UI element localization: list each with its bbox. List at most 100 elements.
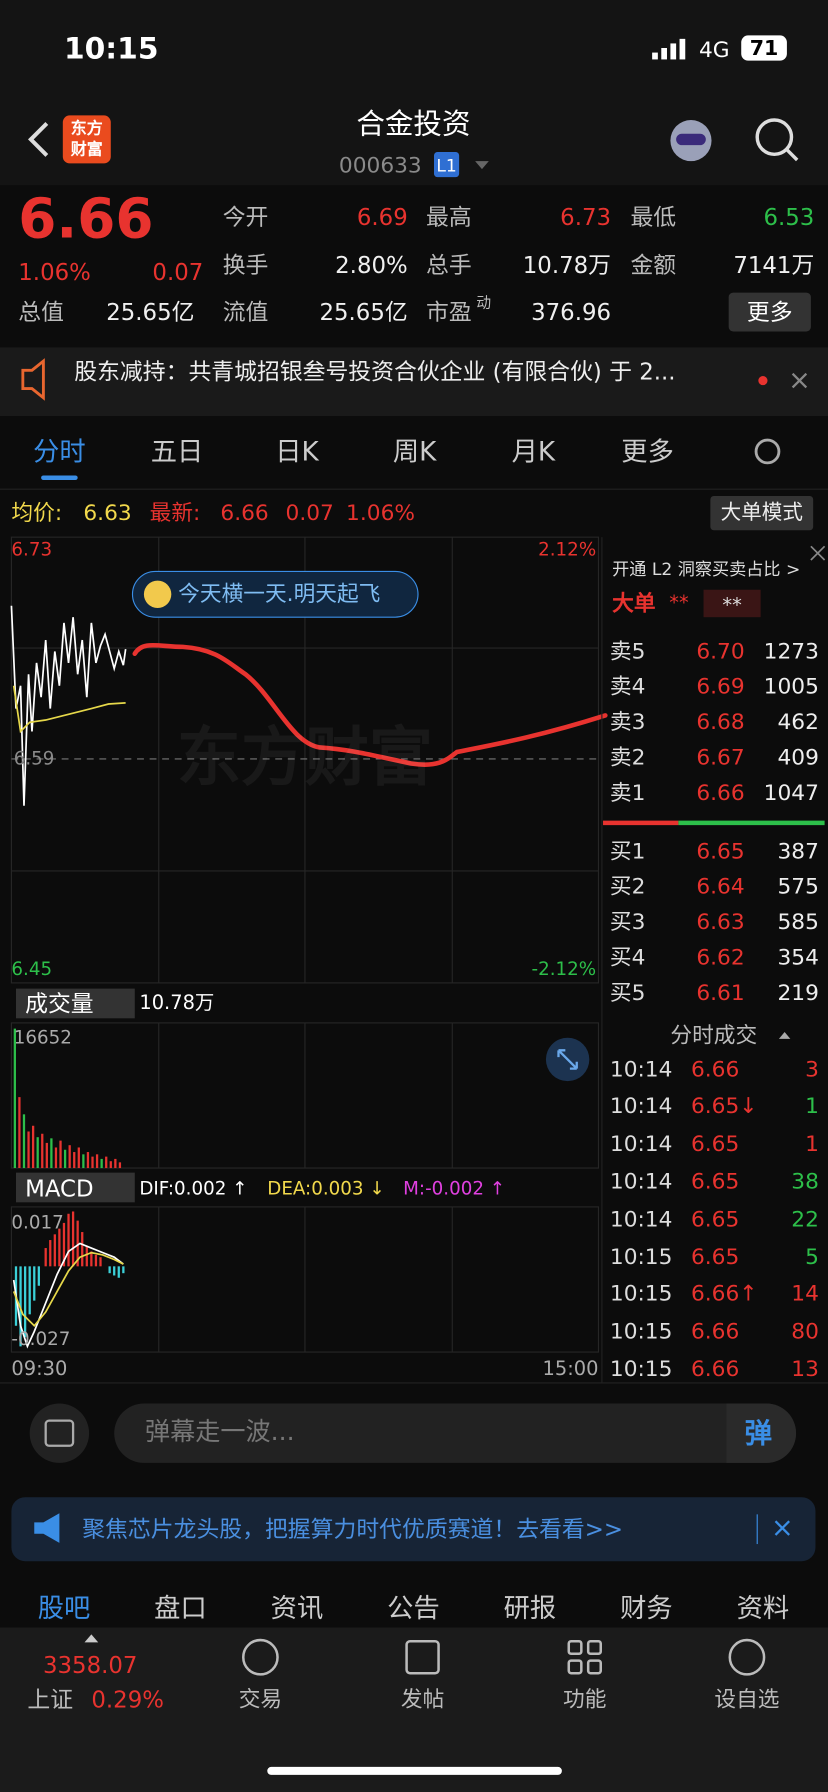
trade-price: 6.66 — [690, 1319, 740, 1345]
book-volume: 1273 — [763, 638, 819, 664]
dea-line-sketch — [12, 1251, 124, 1328]
bottom-tab[interactable]: 资讯 — [270, 1593, 324, 1624]
macd-label[interactable]: MACD — [25, 1174, 94, 1203]
change-pct: 1.06% — [18, 258, 91, 286]
trade-time: 10:14 — [609, 1206, 673, 1232]
volume-selector[interactable] — [15, 988, 135, 1019]
stat-label: 流值 — [222, 298, 269, 326]
bottom-tab[interactable]: 财务 — [620, 1593, 673, 1624]
footer-icons — [242, 1638, 766, 1676]
banner-bg[interactable] — [11, 1497, 816, 1562]
stat-value: 7141万 — [733, 251, 815, 279]
trade-time: 10:14 — [609, 1056, 673, 1082]
footer-item[interactable]: 发帖 — [400, 1686, 445, 1712]
back-icon — [28, 122, 49, 157]
book-level: 卖5 — [609, 638, 646, 664]
book-level: 买3 — [609, 909, 646, 935]
period-tab[interactable]: 分时 — [33, 437, 86, 467]
period-tab[interactable]: 周K — [392, 437, 437, 467]
stat-value: 25.65亿 — [319, 298, 408, 326]
trade-price: 6.65 — [690, 1206, 740, 1232]
comment-icon-bg[interactable] — [29, 1403, 90, 1463]
trade-volume: 14 — [791, 1281, 819, 1307]
last-label: 最新: — [149, 500, 201, 526]
trade-price: 6.65↓ — [690, 1094, 758, 1120]
signal-icon — [652, 38, 686, 60]
banner-text[interactable]: 聚焦芯片龙头股，把握算力时代优质赛道！去看看>> — [82, 1515, 624, 1543]
book-volume: 354 — [777, 944, 819, 970]
comment-input[interactable] — [114, 1403, 797, 1463]
trade-time: 10:15 — [609, 1319, 673, 1345]
stat-label: 最低 — [630, 203, 677, 231]
period-tab[interactable]: 日K — [275, 437, 319, 467]
stat-value: 6.73 — [560, 203, 612, 231]
l2-promo[interactable]: 开通 L2 洞察买卖占比 > — [612, 558, 801, 579]
banner-close[interactable] — [774, 1520, 790, 1536]
send-button[interactable] — [726, 1403, 797, 1463]
macd-m: M:-0.002 ↑ — [403, 1177, 506, 1199]
logo-text: 财富 — [70, 140, 103, 159]
trade-price: 6.66↑ — [690, 1281, 758, 1307]
stat-label: 今开 — [222, 203, 269, 231]
send-label[interactable]: 弹 — [744, 1417, 773, 1450]
bottom-tab[interactable]: 资料 — [736, 1593, 790, 1624]
settings-icon[interactable] — [754, 438, 781, 465]
y-low: 6.45 — [11, 957, 53, 980]
stat-value: 6.53 — [763, 203, 815, 231]
price: 6.66 — [18, 187, 154, 252]
battery-icon — [741, 35, 787, 61]
footer-item[interactable]: 功能 — [563, 1686, 607, 1712]
book-level: 卖1 — [609, 780, 646, 806]
bubble-text: 今天横一天.明天起飞 — [178, 581, 381, 607]
stat-value: 2.80% — [335, 251, 408, 279]
bottom-tab[interactable]: 盘口 — [154, 1593, 207, 1624]
macd-dif: DIF:0.002 ↑ — [139, 1177, 248, 1199]
book-level: 买4 — [609, 944, 646, 970]
volume-label[interactable]: 成交量 — [25, 989, 94, 1018]
trade-time: 10:14 — [609, 1131, 673, 1157]
index-arrow — [84, 1634, 99, 1643]
x-start: 09:30 — [11, 1357, 68, 1381]
x-end: 15:00 — [542, 1357, 599, 1381]
trade-time: 10:14 — [609, 1094, 673, 1120]
macd-selector[interactable] — [15, 1172, 135, 1203]
period-tab[interactable]: 更多 — [621, 437, 674, 467]
footer-item[interactable]: 设自选 — [714, 1686, 780, 1712]
bubble-bg — [131, 570, 419, 618]
index-name: 上证 — [27, 1685, 74, 1714]
footer-item[interactable]: 交易 — [238, 1686, 283, 1712]
stat-label-sup: 动 — [476, 294, 492, 312]
bottom-tab[interactable]: 研报 — [503, 1593, 557, 1624]
trade-volume: 80 — [791, 1319, 819, 1345]
stat-value: 376.96 — [531, 298, 612, 326]
dif-line-sketch — [12, 1242, 124, 1349]
mode-label[interactable]: 大单模式 — [720, 500, 803, 525]
period-tab[interactable]: 月K — [511, 437, 556, 467]
speaker-icon — [21, 358, 45, 401]
avg-label: 均价: — [11, 500, 63, 526]
bottom-tab[interactable]: 公告 — [387, 1593, 440, 1624]
book-volume: 409 — [777, 744, 819, 770]
trade-time: 10:14 — [609, 1169, 673, 1195]
hand-drawn-curve — [132, 642, 608, 767]
period-tab[interactable]: 五日 — [150, 437, 204, 467]
logo-bg — [62, 115, 111, 164]
more-button[interactable] — [728, 292, 811, 332]
trade-price: 6.66 — [690, 1356, 740, 1382]
last-change: 0.07 — [285, 500, 334, 526]
bottom-tab[interactable]: 股吧 — [37, 1593, 91, 1624]
last-pct: 1.06% — [346, 500, 415, 526]
trade-volume: 22 — [791, 1206, 819, 1232]
mode-button[interactable] — [710, 496, 814, 531]
trade-price: 6.65 — [690, 1131, 740, 1157]
book-price: 6.68 — [696, 709, 745, 735]
book-price: 6.67 — [696, 744, 745, 770]
big-order-a: ** — [669, 591, 689, 615]
more-button-label[interactable]: 更多 — [746, 298, 793, 326]
big-order-label: 大单 — [612, 590, 656, 616]
last-value: 6.66 — [220, 500, 269, 526]
network: 4G — [698, 37, 730, 63]
trades-title: 分时成交 — [670, 1022, 758, 1048]
trade-volume: 13 — [791, 1356, 819, 1382]
